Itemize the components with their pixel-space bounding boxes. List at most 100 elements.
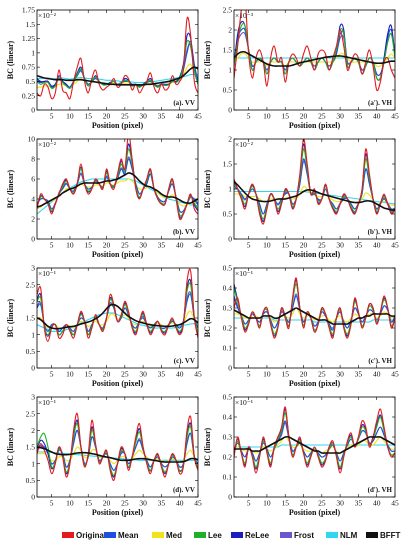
y-tick-label: 2.5 (26, 409, 36, 418)
x-tick-label: 20 (300, 241, 308, 250)
y-axis-label: BC (linear) (6, 298, 15, 337)
plot-frame (36, 138, 199, 240)
series-line-original (234, 406, 395, 474)
y-tick-label: 2 (31, 215, 35, 224)
series-line-lee (37, 282, 198, 336)
x-tick-label: 20 (300, 499, 308, 508)
series-line-bfft (37, 446, 198, 463)
y-tick-label: 2 (31, 426, 35, 435)
series-group (37, 139, 198, 221)
series-line-lee (234, 412, 395, 468)
legend-swatch (280, 532, 292, 538)
x-tick-label: 45 (194, 112, 202, 121)
y-tick-label: 0 (228, 493, 232, 502)
x-tick-label: 5 (50, 370, 54, 379)
x-tick-label: 40 (373, 112, 381, 121)
x-axis-label: Position (pixel) (92, 379, 144, 388)
x-tick-label: 15 (84, 370, 92, 379)
panel-label: (c'). VH (368, 357, 392, 365)
x-tick-label: 20 (300, 370, 308, 379)
x-tick-label: 20 (103, 241, 111, 250)
legend-swatch (104, 532, 116, 538)
series-group (234, 277, 395, 339)
y-tick-label: 2 (228, 26, 232, 35)
x-tick-label: 15 (281, 370, 289, 379)
x-tick-label: 20 (103, 370, 111, 379)
y-tick-label: 0.5 (26, 77, 36, 86)
series-line-original (37, 268, 198, 342)
y-tick-label: 0 (228, 235, 232, 244)
panel-label: (d). VV (173, 486, 195, 494)
panel-label: (a). VV (173, 99, 195, 107)
y-tick-label: 8 (31, 155, 35, 164)
x-tick-label: 20 (103, 499, 111, 508)
x-tick-label: 40 (373, 241, 381, 250)
legend: Original Mean Med Lee ReLee Frost NLM BFFT (62, 531, 401, 540)
chart-panel-8: 0 0.1 0.2 0.3 0.4 0.5 5 10 15 20 25 30 35 40 45 ×10⁻¹ (d… (203, 393, 399, 517)
x-tick-label: 30 (139, 112, 147, 121)
series-line-lee (37, 148, 198, 217)
x-tick-label: 25 (121, 241, 129, 250)
legend-label: Med (166, 531, 182, 540)
plot-frame (36, 396, 199, 498)
y-axis-label: BC (linear) (6, 169, 15, 208)
x-tick-label: 25 (121, 370, 129, 379)
series-line-relee (37, 143, 198, 219)
series-line-bfft (37, 172, 198, 208)
panel-label: (b). VV (173, 228, 195, 236)
x-tick-label: 10 (263, 370, 271, 379)
legend-swatch (366, 532, 378, 538)
y-axis-label: BC (linear) (203, 169, 212, 208)
y-tick-label: 2 (228, 135, 232, 144)
x-tick-label: 35 (355, 112, 363, 121)
panel-label: (b'). VH (368, 228, 393, 236)
x-tick-label: 10 (66, 241, 74, 250)
y-tick-label: 1 (228, 185, 232, 194)
legend-label: BFFT (380, 531, 401, 540)
x-tick-label: 30 (336, 499, 344, 508)
y-tick-label: 0.5 (223, 393, 233, 402)
y-tick-label: 1 (31, 48, 35, 57)
legend-label: Mean (118, 531, 139, 540)
y-tick-label: 1.5 (26, 20, 36, 29)
x-tick-label: 5 (247, 370, 251, 379)
legend-swatch (326, 532, 338, 538)
y-tick-label: 1.5 (26, 314, 36, 323)
series-line-original (37, 16, 198, 100)
x-tick-label: 10 (263, 112, 271, 121)
x-tick-label: 35 (158, 112, 166, 121)
y-tick-label: 0.4 (223, 284, 233, 293)
y-tick-label: 0.1 (223, 344, 233, 353)
chart-panel-4: 00.511.525 10 15 20 25 30 35 40 45×10⁻²(b'). VHP… (203, 135, 399, 259)
x-tick-label: 40 (373, 370, 381, 379)
x-axis-label: Position (pixel) (289, 379, 341, 388)
legend-label: Original (76, 531, 106, 540)
series-line-mean (234, 158, 395, 215)
x-tick-label: 25 (318, 370, 326, 379)
y-tick-label: 1.5 (26, 443, 36, 452)
y-axis-label: BC (linear) (6, 40, 15, 79)
x-tick-label: 35 (355, 499, 363, 508)
series-line-relee (234, 279, 395, 337)
x-tick-label: 35 (158, 241, 166, 250)
x-tick-label: 10 (66, 499, 74, 508)
legend-label: ReLee (245, 531, 270, 540)
y-tick-label: 1.25 (22, 34, 35, 43)
legend-item-frost: Frost (280, 531, 314, 540)
axis-exponent: ×10⁻¹ (235, 398, 253, 407)
axis-exponent: ×10⁻¹ (38, 398, 56, 407)
legend-item-mean: Mean (104, 531, 139, 540)
legend-label: Lee (208, 531, 222, 540)
x-tick-label: 40 (176, 370, 184, 379)
x-tick-label: 5 (50, 499, 54, 508)
series-group (234, 139, 395, 225)
series-line-nlm (37, 451, 198, 461)
y-tick-label: 0.2 (223, 324, 233, 333)
chart-panel-1: 0 0.25 0.5 0.75 1 1.25 1.5 1.75 5 10 15 20 25 30 35 40 4… (6, 6, 202, 130)
y-tick-label: 0 (228, 106, 232, 115)
series-group (234, 406, 395, 474)
x-tick-label: 10 (263, 241, 271, 250)
legend-label: NLM (340, 531, 358, 540)
